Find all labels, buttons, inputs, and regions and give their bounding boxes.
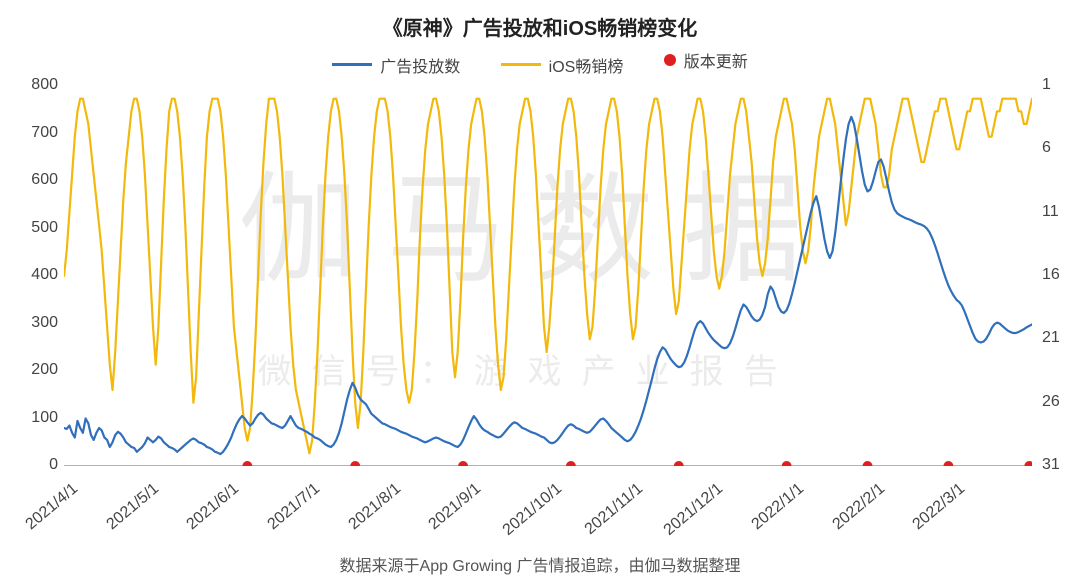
- left-tick-label: 200: [31, 361, 58, 379]
- legend-label-ads: 广告投放数: [380, 53, 460, 77]
- version-update-marker: [458, 461, 468, 466]
- legend-label-update: 版本更新: [684, 48, 748, 72]
- version-update-marker: [674, 461, 684, 466]
- chart-title: 《原神》广告投放和iOS畅销榜变化: [0, 12, 1080, 41]
- left-tick-label: 300: [31, 314, 58, 332]
- version-update-marker: [943, 461, 953, 466]
- x-tick-label: 2022/3/1: [889, 480, 970, 552]
- x-tick-label: 2021/12/1: [647, 480, 728, 552]
- x-tick-label: 2021/5/1: [82, 480, 163, 552]
- left-tick-label: 400: [31, 266, 58, 284]
- x-tick-label: 2021/7/1: [243, 480, 324, 552]
- version-update-marker: [242, 461, 252, 466]
- left-tick-label: 600: [31, 171, 58, 189]
- right-tick-label: 31: [1042, 456, 1060, 474]
- legend-dot-update: [664, 54, 676, 66]
- legend-item-rank: iOS畅销榜: [501, 53, 624, 77]
- right-tick-label: 6: [1042, 139, 1051, 157]
- legend-line-rank: [501, 63, 541, 66]
- right-tick-label: 11: [1042, 203, 1059, 221]
- version-update-marker: [1024, 461, 1032, 466]
- version-update-marker: [863, 461, 873, 466]
- version-update-marker: [566, 461, 576, 466]
- chart-container: { "chart": { "type": "dual-axis-line", "…: [0, 0, 1080, 586]
- left-tick-label: 100: [31, 409, 58, 427]
- x-tick-label: 2021/10/1: [485, 480, 566, 552]
- version-update-marker: [350, 461, 360, 466]
- x-tick-label: 2021/4/1: [1, 480, 82, 552]
- plot-area: [64, 86, 1032, 466]
- left-tick-label: 800: [31, 76, 58, 94]
- x-tick-label: 2021/9/1: [405, 480, 486, 552]
- legend-label-rank: iOS畅销榜: [549, 53, 624, 77]
- right-tick-label: 1: [1042, 76, 1051, 94]
- left-tick-label: 700: [31, 124, 58, 142]
- x-tick-label: 2021/11/1: [566, 480, 647, 552]
- x-tick-label: 2022/2/1: [808, 480, 889, 552]
- source-note: 数据来源于App Growing 广告情报追踪，由伽马数据整理: [0, 552, 1080, 576]
- legend-line-ads: [332, 63, 372, 66]
- right-tick-label: 21: [1042, 329, 1060, 347]
- x-tick-label: 2021/6/1: [163, 480, 244, 552]
- legend-item-update: 版本更新: [664, 48, 748, 72]
- x-tick-label: 2022/1/1: [727, 480, 808, 552]
- left-tick-label: 0: [49, 456, 58, 474]
- x-tick-label: 2021/8/1: [324, 480, 405, 552]
- series-rank-line: [64, 99, 1032, 454]
- left-tick-label: 500: [31, 219, 58, 237]
- legend-item-ads: 广告投放数: [332, 53, 460, 77]
- legend: 广告投放数 iOS畅销榜 版本更新: [0, 48, 1080, 77]
- series-ads-line: [64, 117, 1032, 454]
- right-tick-label: 26: [1042, 393, 1060, 411]
- right-tick-label: 16: [1042, 266, 1060, 284]
- version-update-marker: [782, 461, 792, 466]
